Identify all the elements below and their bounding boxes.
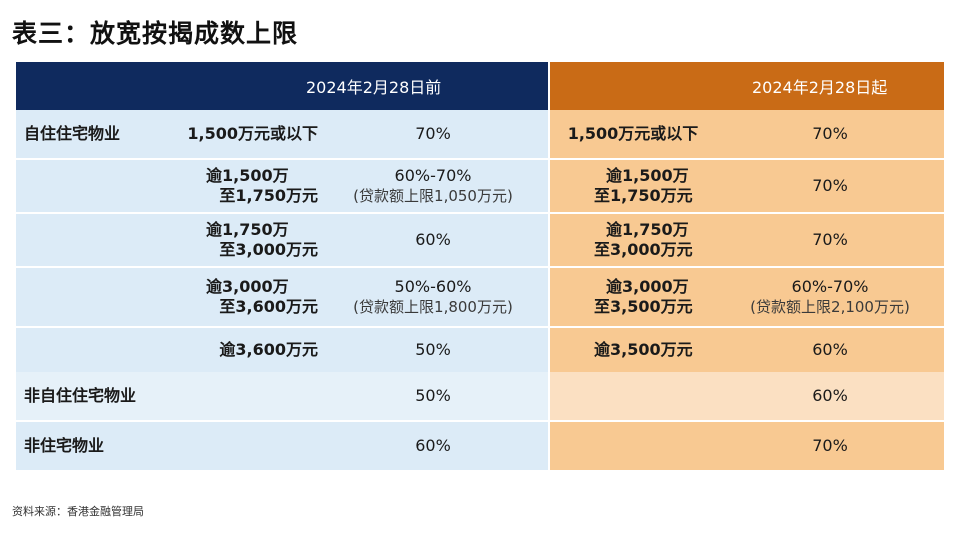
after-value: 1,500万元或以下: [567, 124, 699, 143]
header-before: 2024年2月28日前: [16, 62, 548, 110]
before-ltv: 60%: [415, 230, 451, 249]
after-ltv: 70%: [812, 230, 848, 249]
page-title: 表三：放宽按揭成数上限: [12, 19, 299, 48]
before-ltv: 50%: [415, 340, 451, 359]
after-value: 逾3,000万 至3,500万元: [594, 277, 693, 316]
after-ltv: 70%: [812, 436, 848, 455]
before-ltv: 50%-60% (贷款额上限1,800万元): [353, 277, 513, 316]
header-after: 2024年2月28日起: [550, 62, 944, 110]
after-ltv: 70%: [812, 124, 848, 143]
table-row: 非自住住宅物业 50% 60%: [16, 372, 944, 420]
table-row: 非住宅物业 60% 70%: [16, 422, 944, 470]
before-ltv: 50%: [415, 386, 451, 405]
mortgage-ltv-table: 2024年2月28日前 2024年2月28日起 自住住宅物业 1,500万元或以…: [16, 62, 944, 470]
before-value: 逾3,000万 至3,600万元: [206, 277, 318, 316]
after-value: 逾1,500万 至1,750万元: [594, 166, 693, 205]
category-non-self-use: 非自住住宅物业: [24, 386, 137, 405]
after-ltv: 70%: [812, 176, 848, 195]
after-ltv: 60%: [812, 386, 848, 405]
after-value: 逾1,750万 至3,000万元: [594, 220, 693, 259]
category-self-use: 自住住宅物业: [24, 124, 121, 143]
table-row: 逾1,750万 至3,000万元 60% 逾1,750万 至3,000万元 70…: [16, 214, 944, 266]
before-value: 逾1,500万 至1,750万元: [206, 166, 318, 205]
table-row: 逾3,600万元 50% 逾3,500万元 60%: [16, 328, 944, 372]
table-row: 逾3,000万 至3,600万元 50%-60% (贷款额上限1,800万元) …: [16, 268, 944, 326]
after-value: 逾3,500万元: [594, 340, 693, 359]
category-non-residential: 非住宅物业: [24, 436, 105, 455]
table-row: 自住住宅物业 1,500万元或以下 70% 1,500万元或以下 70%: [16, 110, 944, 158]
after-ltv: 60%: [812, 340, 848, 359]
before-ltv: 60%: [415, 436, 451, 455]
before-value: 1,500万元或以下: [187, 124, 318, 143]
after-ltv: 60%-70% (贷款额上限2,100万元): [750, 277, 910, 316]
before-value: 逾3,600万元: [219, 340, 318, 359]
source-note: 资料来源：香港金融管理局: [12, 505, 144, 518]
table-row: 逾1,500万 至1,750万元 60%-70% (贷款额上限1,050万元) …: [16, 160, 944, 212]
before-value: 逾1,750万 至3,000万元: [206, 220, 318, 259]
before-ltv: 70%: [415, 124, 451, 143]
before-ltv: 60%-70% (贷款额上限1,050万元): [353, 166, 513, 205]
